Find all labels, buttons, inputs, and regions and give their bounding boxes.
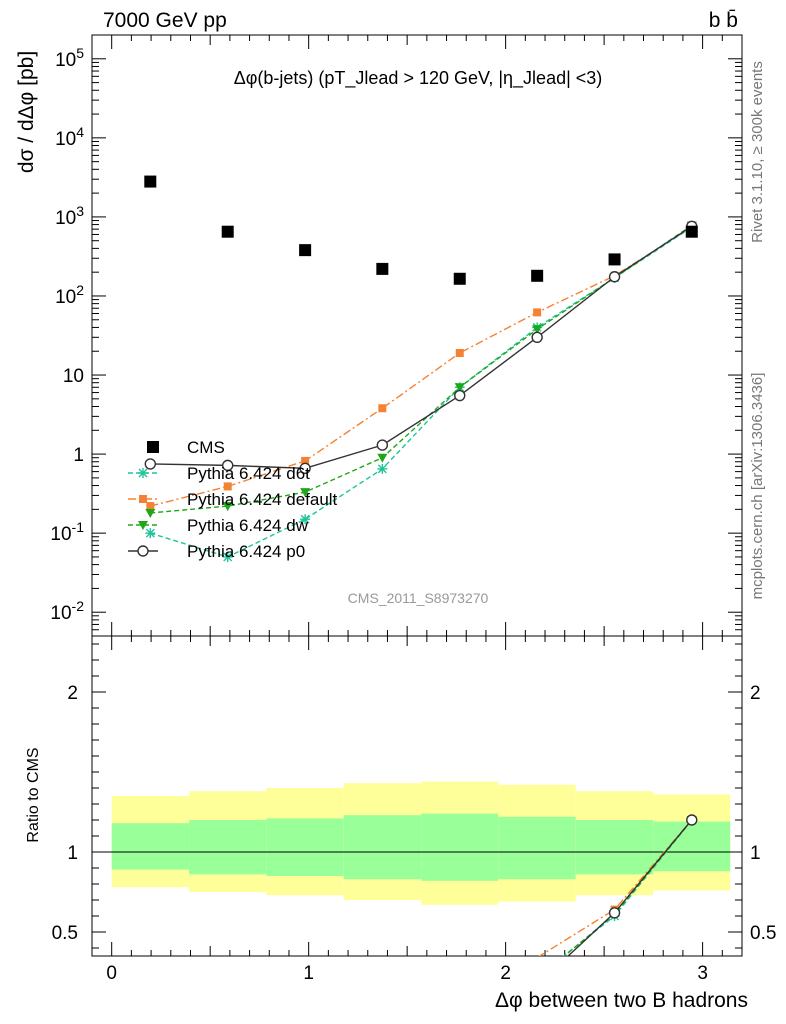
green-band-6 [575, 820, 654, 875]
star-stroke [223, 552, 233, 562]
point-pythia-6-424-dw [145, 508, 156, 518]
legend-marker-pythia-6-424-dw [138, 521, 148, 530]
legend-marker-pythia-6-424-d6t [138, 468, 148, 478]
main-y-axis-label: dσ / dΔφ [pb] [15, 51, 38, 173]
legend-marker-cms [147, 441, 159, 453]
main-y-tick-label: 103 [55, 203, 84, 229]
main-axis-ticks: 10-2 10-1 1 10 102 103 104 105 [50, 34, 743, 637]
main-y-tick-label: 102 [55, 282, 84, 308]
green-band-7 [653, 821, 731, 872]
point-pythia-6-424-default [455, 348, 464, 357]
star-stroke [145, 528, 155, 538]
legend: CMS Pythia 6.424 d6t Pythia 6.424 default P… [128, 438, 338, 561]
point-pythia-6-424-d6t [377, 463, 388, 474]
header-right: b b̄ [709, 9, 738, 32]
legend-marker-pythia-6-424-p0 [137, 545, 149, 557]
legend-label-pythia-6-424-p0: Pythia 6.424 p0 [187, 542, 305, 561]
point-pythia-6-424-dw [300, 488, 311, 498]
ratio-y-tick-label: 2 [67, 683, 78, 704]
main-title: Δφ(b-jets) (pT_Jlead > 120 GeV, |η_Jlead… [234, 68, 603, 89]
legend-label-pythia-6-424-default: Pythia 6.424 default [187, 490, 338, 509]
point-cms [376, 262, 389, 275]
point-pythia-6-424-default [301, 456, 310, 465]
line-pythia-6-424-dw [150, 224, 693, 514]
main-y-tick-label: 10-2 [50, 598, 84, 624]
point-cms [608, 253, 621, 266]
source-label: mcplots.cern.ch [arXiv:1306.3436] [749, 373, 766, 600]
green-band-5 [498, 816, 576, 880]
point-pythia-6-424-p0 [376, 439, 389, 451]
point-cms [299, 244, 312, 257]
point-cms [221, 225, 234, 238]
x-tick-label: 2 [500, 963, 511, 984]
green-band-0 [111, 823, 190, 870]
point-pythia-6-424-p0 [608, 271, 621, 283]
point-pythia-6-424-d6t [300, 514, 311, 525]
ratio-y-tick-label-right: 0.5 [750, 923, 776, 944]
legend-label-cms: CMS [187, 438, 225, 457]
ratio-point-pythia-6-424-p0 [608, 907, 621, 919]
legend-marker-pythia-6-424-default [139, 495, 147, 503]
header-left: 7000 GeV pp [103, 9, 227, 32]
point-cms [144, 175, 157, 188]
star-stroke [300, 514, 310, 524]
point-pythia-6-424-dw [222, 502, 233, 512]
point-cms [453, 272, 466, 285]
line-pythia-6-424-p0 [150, 225, 693, 470]
point-pythia-6-424-default [533, 308, 542, 317]
rivet-label: Rivet 3.1.10, ≥ 300k events [749, 61, 766, 243]
line-pythia-6-424-default [150, 226, 693, 507]
point-pythia-6-424-p0 [299, 462, 311, 475]
point-pythia-6-424-d6t [222, 551, 233, 562]
ratio-y-tick-label-right: 2 [750, 683, 761, 704]
legend-label-pythia-6-424-d6t: Pythia 6.424 d6t [187, 464, 310, 483]
point-cms [685, 225, 698, 238]
ratio-series [538, 814, 698, 956]
main-y-tick-label: 104 [55, 124, 84, 150]
green-band-1 [189, 820, 267, 875]
point-pythia-6-424-default [146, 502, 155, 511]
point-pythia-6-424-dw [454, 383, 465, 393]
main-y-tick-label: 10-1 [50, 519, 84, 545]
x-axis-label: Δφ between two B hadrons [495, 989, 748, 1012]
point-pythia-6-424-dw [532, 325, 543, 335]
ratio-clipped [538, 814, 698, 956]
main-y-tick-label: 105 [55, 45, 84, 71]
legend-label-pythia-6-424-dw: Pythia 6.424 dw [187, 516, 309, 535]
point-pythia-6-424-p0 [531, 331, 543, 344]
ratio-y-tick-label: 1 [67, 843, 78, 864]
ratio-point-pythia-6-424-p0 [686, 814, 698, 826]
point-pythia-6-424-default [378, 404, 387, 413]
ratio-uncertainty-bands [92, 781, 742, 905]
point-cms [531, 269, 544, 282]
point-pythia-6-424-p0 [144, 458, 157, 470]
green-band-3 [343, 815, 422, 880]
x-tick-label: 1 [303, 963, 314, 984]
ratio-y-tick-label-right: 1 [750, 843, 761, 864]
x-tick-label: 3 [697, 963, 708, 984]
ratio-panel-frame [91, 635, 743, 957]
green-band-2 [266, 818, 344, 876]
green-band-4 [421, 813, 499, 881]
main-y-tick-label: 10 [63, 366, 84, 387]
ratio-y-axis-label: Ratio to CMS [25, 747, 42, 842]
star-stroke [138, 468, 148, 478]
point-pythia-6-424-default [223, 482, 232, 491]
main-series [144, 175, 698, 562]
watermark: CMS_2011_S8973270 [348, 590, 489, 606]
star-stroke [377, 464, 387, 474]
ratio-y-tick-label: 0.5 [52, 923, 78, 944]
point-pythia-6-424-dw [377, 453, 388, 463]
point-pythia-6-424-p0 [222, 459, 234, 472]
x-tick-label: 0 [106, 963, 117, 984]
point-pythia-6-424-d6t [145, 528, 156, 539]
main-y-tick-label: 1 [73, 445, 84, 466]
point-pythia-6-424-p0 [454, 389, 466, 402]
